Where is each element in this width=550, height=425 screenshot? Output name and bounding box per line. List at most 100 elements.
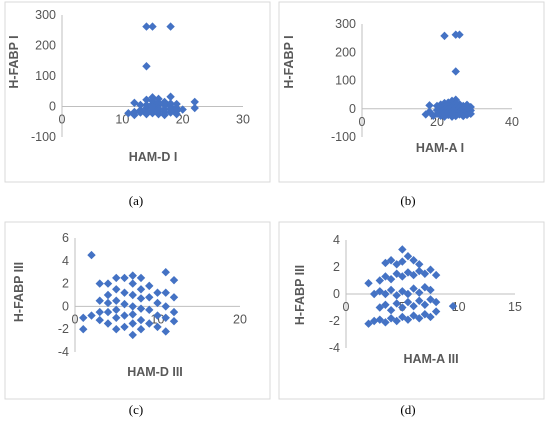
data-point — [128, 302, 137, 311]
data-point — [142, 109, 151, 119]
data-point — [103, 279, 113, 288]
data-point — [403, 297, 413, 307]
x-tick-label: 10 — [452, 300, 466, 314]
data-point — [112, 305, 121, 315]
data-point — [142, 22, 151, 31]
data-point — [466, 109, 475, 119]
data-point — [451, 111, 460, 121]
data-point — [128, 290, 137, 300]
data-point — [136, 294, 146, 303]
data-point — [120, 311, 129, 320]
y-tick-label: 0 — [333, 287, 340, 301]
data-point — [120, 273, 129, 283]
data-point — [415, 296, 424, 305]
y-tick-label: 6 — [62, 231, 69, 245]
x-tick-label: 10 — [115, 113, 129, 127]
data-point — [153, 298, 162, 308]
y-tick-label: -4 — [329, 341, 340, 355]
data-point — [95, 296, 104, 305]
data-point — [425, 107, 434, 116]
data-point — [161, 313, 170, 322]
data-point — [136, 325, 146, 334]
y-tick-label: 100 — [35, 69, 56, 83]
data-point — [169, 293, 179, 302]
data-point — [415, 314, 424, 323]
y-tick-label: -100 — [31, 130, 56, 144]
data-point — [392, 291, 401, 300]
data-point — [120, 322, 129, 332]
data-point — [95, 315, 104, 325]
data-point — [87, 250, 96, 260]
data-point — [381, 318, 390, 327]
y-tick-label: 4 — [333, 233, 340, 247]
data-point — [190, 97, 199, 107]
data-point — [148, 109, 157, 118]
panel-caption: (b) — [400, 193, 415, 208]
data-point — [386, 256, 396, 265]
data-point — [381, 300, 390, 309]
y-tick-label: 4 — [62, 254, 69, 268]
data-point — [403, 252, 413, 261]
data-point — [161, 327, 170, 336]
data-point — [166, 92, 175, 101]
data-point — [440, 112, 449, 121]
data-point — [145, 293, 154, 302]
data-point — [392, 316, 401, 326]
y-tick-label: -4 — [58, 345, 69, 359]
data-point — [398, 245, 407, 254]
y-tick-label: 0 — [349, 102, 356, 116]
data-point — [145, 319, 154, 328]
x-axis-title: HAM-A III — [403, 352, 458, 366]
data-point — [128, 319, 137, 328]
data-point — [447, 112, 457, 121]
y-tick-label: 2 — [62, 277, 69, 291]
data-point — [153, 311, 162, 320]
data-point — [364, 279, 373, 288]
x-tick-label: 0 — [359, 115, 366, 129]
data-point — [136, 100, 145, 110]
y-tick-label: -100 — [331, 130, 356, 144]
data-point — [112, 296, 121, 305]
panel-caption: (d) — [400, 402, 415, 417]
data-point — [130, 110, 139, 120]
data-point — [103, 319, 113, 328]
data-point — [381, 289, 390, 299]
data-point — [79, 313, 88, 322]
data-point — [136, 304, 146, 313]
data-point — [398, 272, 407, 281]
panel-caption: (c) — [129, 402, 143, 417]
data-point — [161, 268, 170, 277]
x-tick-label: 30 — [236, 113, 250, 127]
data-point — [142, 62, 151, 71]
data-point — [403, 315, 413, 324]
panel-caption: (a) — [129, 193, 143, 208]
data-point — [409, 284, 418, 293]
data-point — [398, 257, 407, 266]
data-point — [431, 307, 441, 316]
y-axis-title: H-FABP III — [12, 262, 26, 322]
data-point — [431, 297, 441, 307]
data-point — [398, 303, 407, 312]
data-point — [112, 273, 121, 283]
data-point — [95, 279, 104, 288]
data-point — [161, 302, 170, 311]
data-point — [136, 273, 146, 283]
y-tick-label: 0 — [49, 100, 56, 114]
data-point — [95, 307, 104, 317]
data-point — [409, 270, 418, 280]
data-point — [124, 109, 133, 118]
data-point — [459, 111, 468, 121]
x-tick-label: 0 — [343, 300, 350, 314]
data-point — [166, 108, 175, 117]
x-tick-label: 15 — [508, 300, 522, 314]
data-point — [120, 299, 129, 309]
chart-frame — [278, 1, 545, 183]
data-point — [169, 275, 179, 285]
data-point — [440, 31, 449, 41]
x-axis-title: HAM-D I — [129, 150, 178, 164]
